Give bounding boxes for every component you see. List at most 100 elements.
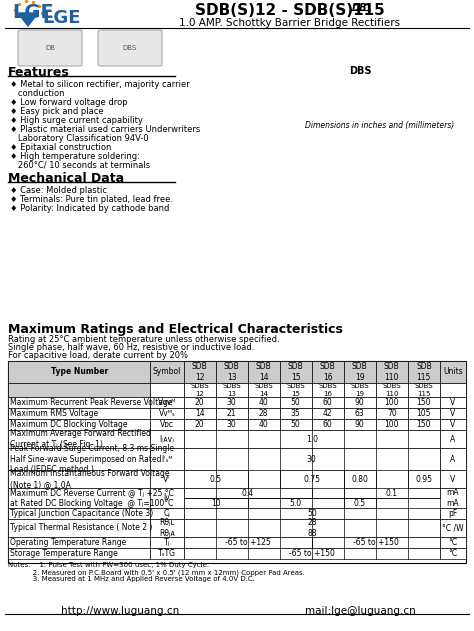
Bar [440, 470, 466, 488]
Text: Single phase, half wave, 60 Hz, resistive or inductive load.: Single phase, half wave, 60 Hz, resistiv… [8, 343, 255, 352]
Bar [216, 361, 248, 383]
Text: SDBS
12: SDBS 12 [191, 384, 209, 396]
Bar [183, 519, 440, 537]
Bar [183, 548, 440, 559]
Text: Maximum Ratings and Electrical Characteristics: Maximum Ratings and Electrical Character… [8, 323, 343, 336]
Bar [344, 383, 376, 397]
Text: conduction: conduction [10, 89, 64, 98]
Text: °C: °C [448, 549, 457, 558]
Text: SDBS
13: SDBS 13 [222, 384, 241, 396]
Text: Cⱼ: Cⱼ [164, 509, 170, 518]
Text: SDB
15: SDB 15 [288, 362, 304, 382]
Bar [312, 537, 440, 548]
Text: ♦ Metal to silicon rectifier, majority carrier: ♦ Metal to silicon rectifier, majority c… [10, 80, 190, 89]
Bar [8, 419, 150, 430]
Bar [150, 488, 183, 508]
Text: SDB
115: SDB 115 [416, 362, 432, 382]
Bar [8, 408, 150, 419]
Bar [440, 537, 466, 548]
Text: 40: 40 [259, 398, 269, 407]
Bar [280, 361, 312, 383]
Text: 35: 35 [291, 409, 301, 418]
Text: 21: 21 [227, 409, 237, 418]
Bar [248, 419, 280, 430]
Bar [150, 537, 183, 548]
Bar [183, 408, 216, 419]
Text: 50: 50 [307, 509, 317, 518]
Bar [216, 419, 248, 430]
Text: http://www.luguang.cn: http://www.luguang.cn [61, 606, 179, 616]
Bar [344, 361, 376, 383]
Bar [344, 488, 440, 498]
Bar [8, 430, 150, 448]
Text: 150: 150 [417, 398, 431, 407]
Bar [183, 383, 216, 397]
Text: mail:lge@luguang.cn: mail:lge@luguang.cn [305, 606, 415, 616]
Text: °C /W: °C /W [442, 524, 464, 533]
Text: ♦ Case: Molded plastic: ♦ Case: Molded plastic [10, 186, 107, 195]
Text: Operating Temperature Range: Operating Temperature Range [10, 538, 126, 547]
Text: ♦ Polarity: Indicated by cathode band: ♦ Polarity: Indicated by cathode band [10, 204, 169, 213]
Text: Vᴅᴄ: Vᴅᴄ [160, 420, 174, 429]
FancyBboxPatch shape [18, 30, 82, 66]
Bar [440, 383, 466, 397]
Bar [344, 397, 376, 408]
Text: 0.75: 0.75 [303, 475, 320, 483]
Text: Features: Features [8, 66, 70, 79]
Text: V: V [450, 398, 456, 407]
Bar [150, 419, 183, 430]
Text: 60: 60 [323, 398, 333, 407]
Text: 28
88: 28 88 [307, 518, 317, 538]
Bar [280, 408, 312, 419]
Bar [183, 470, 248, 488]
Text: 1.0: 1.0 [306, 435, 318, 444]
Bar [183, 448, 440, 470]
Text: DB: DB [45, 45, 55, 51]
Text: 10: 10 [211, 498, 220, 507]
Text: SDBS
115: SDBS 115 [415, 384, 433, 396]
Text: V: V [450, 409, 456, 418]
Text: V: V [450, 420, 456, 429]
Bar [183, 361, 216, 383]
Bar [8, 383, 150, 397]
Text: Peak Forward Surge Current, 8.3 ms Single
Half Sine-wave Superimposed on Rated
L: Peak Forward Surge Current, 8.3 ms Singl… [10, 444, 174, 474]
Bar [216, 383, 248, 397]
Text: 40: 40 [259, 420, 269, 429]
Text: Storage Temperature Range: Storage Temperature Range [10, 549, 118, 558]
Bar [248, 383, 280, 397]
Text: 70: 70 [387, 409, 397, 418]
Bar [440, 508, 466, 519]
Bar [344, 498, 376, 508]
Text: Rθⱼʟ
Rθⱼᴀ: Rθⱼʟ Rθⱼᴀ [159, 518, 175, 538]
Text: Maximum Average Forward Rectified
Current at Tⱼ (See Fig. 1): Maximum Average Forward Rectified Curren… [10, 429, 151, 449]
Bar [8, 361, 466, 563]
Bar [344, 408, 376, 419]
Text: °C: °C [448, 538, 457, 547]
Text: 90: 90 [355, 398, 365, 407]
Text: Symbol: Symbol [153, 367, 181, 377]
Bar [440, 519, 466, 537]
Bar [183, 397, 216, 408]
Bar [280, 419, 312, 430]
Text: A: A [450, 435, 456, 444]
Text: ♦ Low forward voltage drop: ♦ Low forward voltage drop [10, 98, 128, 107]
Text: Mechanical Data: Mechanical Data [8, 172, 124, 185]
Text: 2. Measured on P.C.Board with 0.5' x 0.5' (12 mm x 12mm) Copper Pad Areas.: 2. Measured on P.C.Board with 0.5' x 0.5… [8, 569, 305, 575]
Bar [408, 383, 440, 397]
Text: 0.5: 0.5 [354, 498, 366, 507]
Bar [150, 397, 183, 408]
Text: SDB
12: SDB 12 [192, 362, 208, 382]
Text: Typical Junction Capacitance (Note 3): Typical Junction Capacitance (Note 3) [10, 509, 153, 518]
Text: SDB
16: SDB 16 [320, 362, 336, 382]
Bar [344, 470, 376, 488]
Text: Rating at 25°C ambient temperature unless otherwise specified.: Rating at 25°C ambient temperature unles… [8, 335, 280, 344]
Text: 260°C/ 10 seconds at terminals: 260°C/ 10 seconds at terminals [10, 161, 150, 170]
Text: Vᴠᴹₛ: Vᴠᴹₛ [159, 409, 175, 418]
Bar [8, 548, 150, 559]
Text: SDB(S)12 - SDB(S)115: SDB(S)12 - SDB(S)115 [195, 3, 385, 18]
Bar [280, 383, 312, 397]
Bar [408, 397, 440, 408]
Text: Type Number: Type Number [51, 367, 108, 377]
Bar [248, 408, 280, 419]
Text: 1.0 AMP. Schottky Barrier Bridge Rectifiers: 1.0 AMP. Schottky Barrier Bridge Rectifi… [180, 18, 401, 28]
